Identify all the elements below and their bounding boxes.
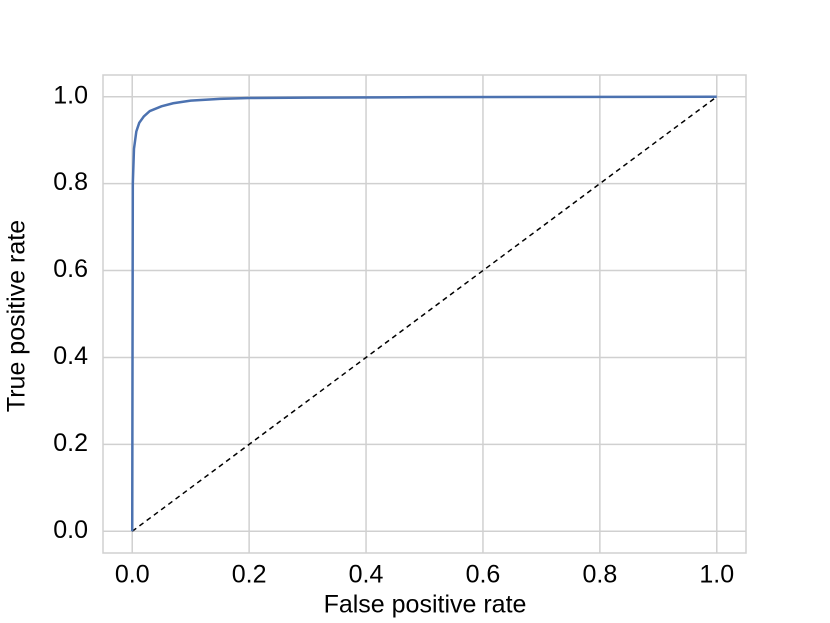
x-tick-label: 0.2 — [232, 561, 267, 589]
y-tick-label: 0.0 — [53, 516, 88, 544]
x-tick-label: 0.0 — [115, 561, 150, 589]
reference-line — [131, 96, 718, 532]
y-tick-label: 0.2 — [53, 429, 88, 457]
x-tick-label: 0.8 — [582, 561, 617, 589]
x-axis-label: False positive rate — [324, 591, 527, 619]
y-axis-label: True positive rate — [3, 220, 31, 412]
x-tick-label: 0.6 — [466, 561, 501, 589]
y-tick-label: 0.8 — [53, 168, 88, 196]
plot-frame — [102, 74, 747, 554]
y-tick-label: 0.6 — [53, 255, 88, 283]
y-tick-label: 0.4 — [53, 342, 88, 370]
y-tick-label: 1.0 — [53, 81, 88, 109]
x-tick-label: 0.4 — [349, 561, 384, 589]
roc-curve — [130, 95, 717, 532]
x-tick-label: 1.0 — [699, 561, 734, 589]
